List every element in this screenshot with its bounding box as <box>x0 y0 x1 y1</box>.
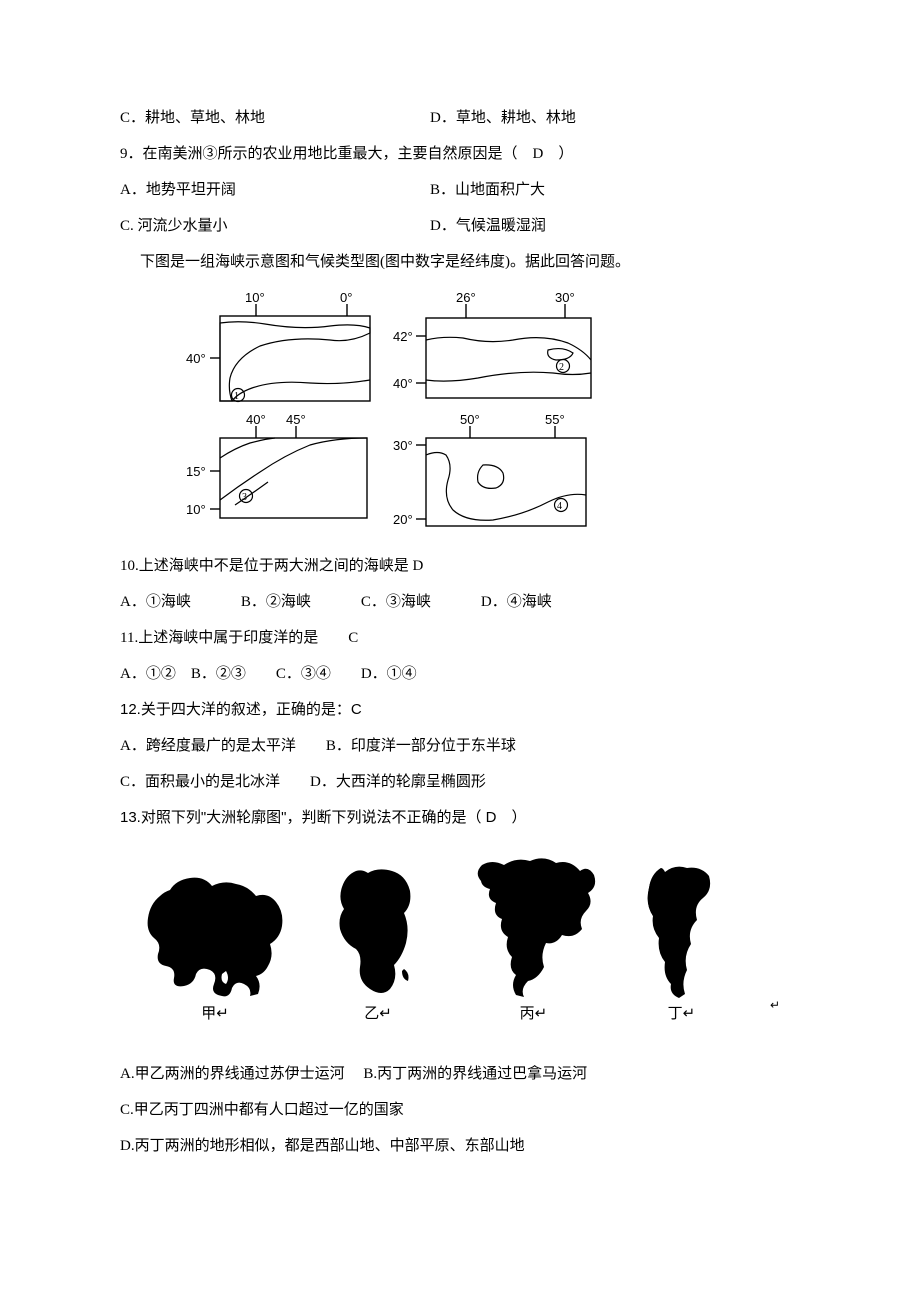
q9-opt-c: C. 河流少水量小 <box>120 208 430 244</box>
q13-opt-b: B.丙丁两洲的界线通过巴拿马运河 <box>363 1066 587 1082</box>
south-america-silhouette-icon <box>639 856 724 1001</box>
q8-opt-d: D．草地、耕地、林地 <box>430 100 800 136</box>
map3-label-40: 40° <box>246 412 266 427</box>
strait-map-2: 26° 30° 42° 40° 2 <box>388 288 598 410</box>
q10-stem: 10.上述海峡中不是位于两大洲之间的海峡是 D <box>120 548 800 584</box>
map2-label-30: 30° <box>555 290 575 305</box>
q10-options: A．①海峡 B．②海峡 C．③海峡 D．④海峡 <box>120 584 800 620</box>
map1-label-40: 40° <box>186 351 206 366</box>
strait-row-1: 10° 0° 40° 1 26° 30° 42° 40° <box>180 288 800 410</box>
q9-stem: 9．在南美洲③所示的农业用地比重最大，主要自然原因是（ D ） <box>120 136 800 172</box>
q11-options: A．①② B．②③ C．③④ D．①④ <box>120 656 800 692</box>
q10-opt-a: A．①海峡 <box>120 584 191 620</box>
africa-silhouette-icon <box>328 861 428 1001</box>
continent-asia: 甲↵ <box>140 856 290 1026</box>
q10-opt-d: D．④海峡 <box>481 584 552 620</box>
map2-label-26: 26° <box>456 290 476 305</box>
label-bing: 丙↵ <box>520 1003 548 1026</box>
map4-label-55: 55° <box>545 412 565 427</box>
q8-options-cd: C．耕地、草地、林地 D．草地、耕地、林地 <box>120 100 800 136</box>
figure-intro: 下图是一组海峡示意图和气候类型图(图中数字是经纬度)。据此回答问题。 <box>120 244 800 280</box>
label-yi: 乙↵ <box>364 1003 392 1026</box>
q13-opt-c: C.甲乙丙丁四洲中都有人口超过一亿的国家 <box>120 1092 800 1128</box>
map4-label-20: 20° <box>393 512 413 527</box>
strait-map-1: 10° 0° 40° 1 <box>180 288 380 410</box>
q11-stem: 11.上述海峡中属于印度洋的是 C <box>120 620 800 656</box>
q9-opt-a: A．地势平坦开阔 <box>120 172 430 208</box>
strait-map-4: 50° 55° 30° 20° 4 <box>388 410 598 540</box>
q13-opt-a: A.甲乙两洲的界线通过苏伊士运河 <box>120 1066 345 1082</box>
asia-silhouette-icon <box>140 856 290 1001</box>
continent-outlines: 甲↵ 乙↵ 丙↵ 丁↵ ↵ <box>120 836 800 1026</box>
map3-circled: 3 <box>242 492 247 503</box>
map4-circled: 4 <box>557 501 562 512</box>
q13-stem: 13.对照下列"大洲轮廓图"，判断下列说法不正确的是（ D ） <box>120 800 800 836</box>
map1-circled: 1 <box>234 391 239 402</box>
map2-label-40: 40° <box>393 376 413 391</box>
map2-circled: 2 <box>559 362 564 373</box>
corner-mark: ↵ <box>770 991 780 1020</box>
q9-options-cd: C. 河流少水量小 D．气候温暖湿润 <box>120 208 800 244</box>
q8-opt-c: C．耕地、草地、林地 <box>120 100 430 136</box>
map1-label-10: 10° <box>245 290 265 305</box>
q10-opt-b: B．②海峡 <box>241 584 311 620</box>
continent-africa: 乙↵ <box>328 861 428 1026</box>
q9-opt-d: D．气候温暖湿润 <box>430 208 800 244</box>
q10-opt-c: C．③海峡 <box>361 584 431 620</box>
map3-label-10: 10° <box>186 502 206 517</box>
strait-row-2: 40° 45° 15° 10° 3 50° 55° 30° 20° <box>180 410 800 540</box>
continent-namerica: 丙↵ <box>466 851 601 1026</box>
label-ding: 丁↵ <box>668 1003 696 1026</box>
map1-label-0: 0° <box>340 290 352 305</box>
label-jia: 甲↵ <box>201 1003 229 1026</box>
map2-label-42: 42° <box>393 329 413 344</box>
map3-label-45: 45° <box>286 412 306 427</box>
map4-label-50: 50° <box>460 412 480 427</box>
q9-opt-b: B．山地面积广大 <box>430 172 800 208</box>
q13-opt-d: D.丙丁两洲的地形相似，都是西部山地、中部平原、东部山地 <box>120 1128 800 1164</box>
q12-stem: 12.关于四大洋的叙述，正确的是：C <box>120 692 800 728</box>
q12-line1: A．跨经度最广的是太平洋 B．印度洋一部分位于东半球 <box>120 728 800 764</box>
q9-options-ab: A．地势平坦开阔 B．山地面积广大 <box>120 172 800 208</box>
q12-line2: C．面积最小的是北冰洋 D．大西洋的轮廓呈椭圆形 <box>120 764 800 800</box>
map4-label-30: 30° <box>393 438 413 453</box>
q13-options-ab: A.甲乙两洲的界线通过苏伊士运河 B.丙丁两洲的界线通过巴拿马运河 <box>120 1056 800 1092</box>
continent-samerica: 丁↵ <box>639 856 724 1026</box>
north-america-silhouette-icon <box>466 851 601 1001</box>
strait-maps: 10° 0° 40° 1 26° 30° 42° 40° <box>180 288 800 540</box>
map3-label-15: 15° <box>186 464 206 479</box>
strait-map-3: 40° 45° 15° 10° 3 <box>180 410 380 532</box>
